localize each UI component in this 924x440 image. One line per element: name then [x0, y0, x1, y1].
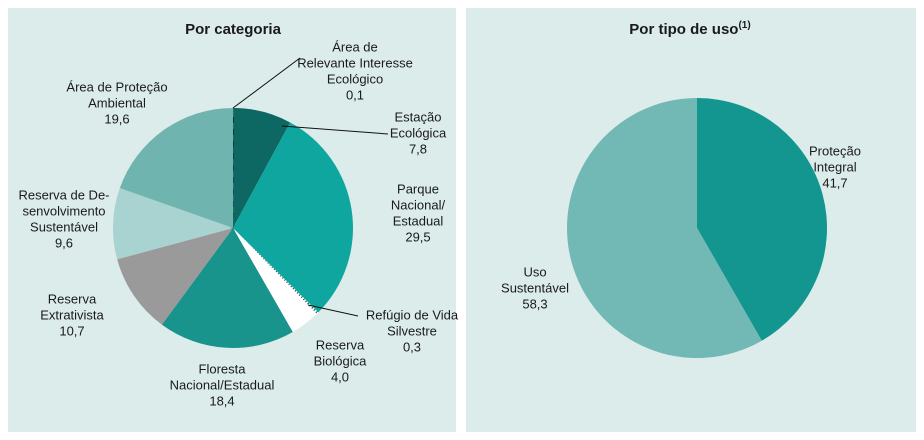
- slice-label: Proteção: [809, 143, 861, 158]
- slice-label: Biológica: [314, 353, 368, 368]
- slice-label: Área de Proteção: [66, 79, 167, 94]
- slice-label: Ambiental: [88, 95, 146, 110]
- value-label: 58,3: [522, 296, 547, 311]
- slice-label: Ecológica: [390, 125, 447, 140]
- slice-label: Uso: [523, 264, 546, 279]
- slice-label: Reserva: [316, 337, 365, 352]
- pie-slice: [161, 228, 293, 348]
- pie-slice: [119, 108, 233, 228]
- pie-slice: [117, 228, 233, 325]
- slice-label: Relevante Interesse: [297, 55, 413, 70]
- slice-label: Nacional/: [391, 197, 446, 212]
- pie-slice: [233, 108, 291, 228]
- slice-label: senvolvimento: [22, 203, 105, 218]
- slice-label: Reserva: [48, 291, 97, 306]
- pie-slice: [233, 228, 317, 333]
- value-label: 9,6: [55, 235, 73, 250]
- value-label: 29,5: [405, 229, 430, 244]
- value-label: 0,3: [403, 339, 421, 354]
- value-label: 0,1: [346, 87, 364, 102]
- pie-slice: [233, 122, 354, 313]
- pie-slice: [697, 98, 827, 341]
- slice-label: Sustentável: [30, 219, 98, 234]
- leader-line: [307, 304, 359, 317]
- chart-title: Por categoria: [185, 21, 282, 38]
- value-label: 41,7: [822, 175, 847, 190]
- slice-label: Extrativista: [40, 307, 104, 322]
- slice-label: Estadual: [393, 213, 444, 228]
- value-label: 7,8: [409, 141, 427, 156]
- slice-label: Refúgio de Vida: [366, 307, 459, 322]
- slice-label: Nacional/Estadual: [170, 377, 275, 392]
- slice-label: Floresta: [199, 361, 247, 376]
- slice-label: Área de: [332, 39, 378, 54]
- title-text: Por tipo de uso: [629, 21, 738, 38]
- slice-label: Ecológico: [327, 71, 383, 86]
- value-label: 19,6: [104, 111, 129, 126]
- value-label: 4,0: [331, 369, 349, 384]
- value-label: 10,7: [59, 323, 84, 338]
- title-text: Por categoria: [185, 21, 282, 38]
- chart-title: Por tipo de uso(1): [629, 20, 750, 38]
- slice-label: Silvestre: [387, 323, 437, 338]
- pie-slice: [113, 188, 233, 260]
- slice-label: Sustentável: [501, 280, 569, 295]
- slice-label: Parque: [397, 181, 439, 196]
- slice-label: Estação: [395, 109, 442, 124]
- slice-label: Integral: [813, 159, 856, 174]
- leader-line: [232, 57, 301, 109]
- pie-slice: [567, 98, 762, 358]
- value-label: 18,4: [209, 393, 234, 408]
- leader-line: [281, 125, 389, 135]
- title-note: (1): [738, 20, 750, 31]
- pie-slice: [233, 228, 319, 314]
- slice-label: Reserva de De-: [18, 187, 109, 202]
